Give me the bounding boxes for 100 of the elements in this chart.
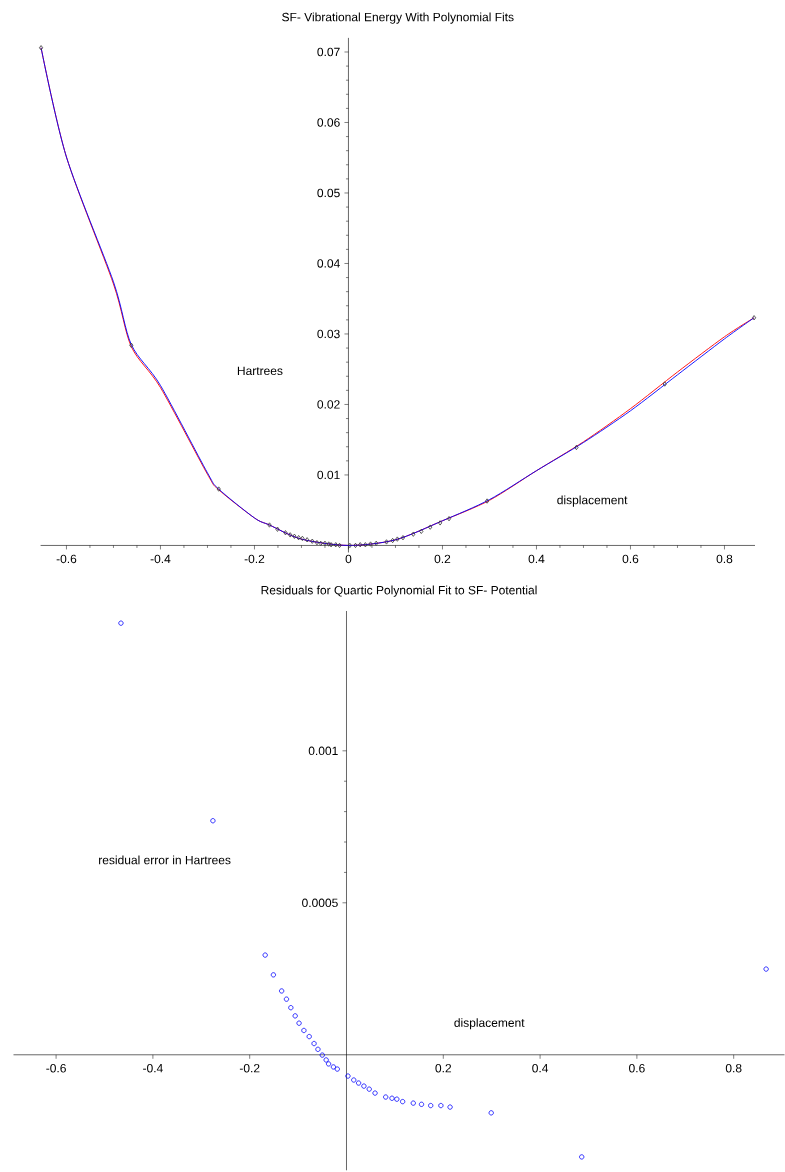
point bbox=[366, 1086, 372, 1092]
x-tick-label: 0.2 bbox=[435, 1063, 452, 1073]
point bbox=[574, 444, 579, 451]
point bbox=[438, 520, 443, 526]
point bbox=[326, 541, 331, 547]
point bbox=[355, 1080, 362, 1086]
x-tick-label: 0.8 bbox=[725, 1063, 742, 1073]
point bbox=[428, 1102, 434, 1109]
point bbox=[325, 1061, 332, 1067]
point bbox=[763, 966, 769, 972]
point bbox=[351, 1077, 357, 1083]
point bbox=[333, 542, 338, 548]
point bbox=[323, 1057, 329, 1063]
point bbox=[347, 542, 352, 549]
x-tick-label: 0 bbox=[345, 554, 352, 564]
point bbox=[394, 1096, 400, 1102]
x-tick-label: -0.2 bbox=[244, 554, 265, 564]
point bbox=[400, 1099, 406, 1105]
point bbox=[579, 1154, 585, 1160]
point bbox=[384, 539, 389, 545]
point bbox=[318, 540, 323, 546]
point bbox=[315, 1046, 321, 1052]
point bbox=[279, 988, 285, 994]
x-tick-label: -0.4 bbox=[150, 554, 171, 564]
point bbox=[329, 542, 334, 548]
y-tick-label: 0.01 bbox=[317, 470, 340, 480]
point bbox=[390, 537, 395, 544]
point bbox=[288, 532, 293, 538]
x-tick-label: 0.6 bbox=[629, 1063, 645, 1073]
y-tick-label: 0.07 bbox=[317, 47, 340, 57]
point bbox=[368, 541, 373, 547]
point bbox=[283, 996, 290, 1002]
point bbox=[296, 535, 301, 541]
y-tick-label: 0.06 bbox=[317, 118, 340, 127]
point bbox=[305, 537, 310, 543]
point bbox=[292, 533, 297, 539]
point bbox=[353, 542, 358, 549]
point bbox=[330, 1064, 337, 1070]
point bbox=[485, 498, 490, 504]
point bbox=[447, 1104, 453, 1110]
line-series bbox=[40, 47, 755, 546]
point bbox=[288, 1005, 294, 1011]
x-tick-label: -0.6 bbox=[46, 1063, 66, 1073]
point bbox=[418, 1101, 425, 1107]
point bbox=[275, 526, 280, 532]
point bbox=[283, 530, 288, 536]
point bbox=[374, 540, 379, 546]
y-tick-label: 0.0005 bbox=[302, 898, 338, 908]
point bbox=[428, 524, 433, 530]
point bbox=[358, 542, 363, 548]
point bbox=[39, 45, 44, 51]
x-tick-label: 0.4 bbox=[528, 554, 545, 564]
y-tick-label: 0.001 bbox=[308, 746, 338, 756]
point bbox=[314, 540, 320, 546]
x-axis-title: displacement bbox=[557, 495, 628, 507]
point bbox=[363, 542, 368, 548]
x-tick-label: 0.6 bbox=[622, 554, 639, 564]
point bbox=[337, 542, 342, 549]
point bbox=[411, 531, 416, 537]
point bbox=[210, 818, 216, 824]
point bbox=[383, 1094, 389, 1100]
y-tick-label: 0.04 bbox=[317, 259, 340, 268]
point bbox=[267, 522, 272, 528]
y-tick-label: 0.02 bbox=[317, 400, 340, 409]
x-tick-label: 0.2 bbox=[434, 554, 451, 564]
y-tick-label: 0.03 bbox=[317, 329, 340, 339]
y-axis-title: residual error in Hartrees bbox=[99, 855, 231, 865]
point bbox=[389, 1095, 395, 1101]
point bbox=[216, 486, 221, 492]
point bbox=[334, 1066, 340, 1072]
point bbox=[311, 1040, 317, 1047]
point bbox=[262, 952, 268, 958]
point bbox=[361, 1083, 367, 1089]
point bbox=[129, 342, 134, 348]
point bbox=[488, 1110, 494, 1116]
point bbox=[306, 1033, 312, 1040]
x-tick-label: -0.6 bbox=[56, 554, 77, 564]
point bbox=[372, 1090, 378, 1096]
point bbox=[438, 1102, 444, 1109]
point bbox=[310, 538, 315, 544]
point bbox=[662, 381, 667, 387]
chart-title: SF- Vibrational Energy With Polynomial Fits bbox=[282, 12, 514, 24]
point bbox=[300, 535, 305, 541]
point bbox=[345, 1073, 351, 1079]
point bbox=[319, 1052, 325, 1058]
point bbox=[292, 1013, 298, 1019]
x-tick-label: 0.4 bbox=[532, 1063, 549, 1073]
point bbox=[118, 620, 124, 626]
x-tick-label: -0.2 bbox=[239, 1063, 260, 1073]
point bbox=[752, 315, 757, 321]
point bbox=[410, 1100, 416, 1106]
x-tick-label: -0.4 bbox=[143, 1063, 163, 1073]
point bbox=[446, 516, 452, 522]
x-tick-label: 0.8 bbox=[716, 554, 733, 564]
point bbox=[301, 1027, 307, 1034]
point bbox=[296, 1020, 302, 1026]
x-axis-title: displacement bbox=[454, 1018, 525, 1030]
point bbox=[395, 536, 400, 542]
point bbox=[270, 972, 277, 978]
chart-title: Residuals for Quartic Polynomial Fit to SF- Potential bbox=[261, 585, 537, 597]
